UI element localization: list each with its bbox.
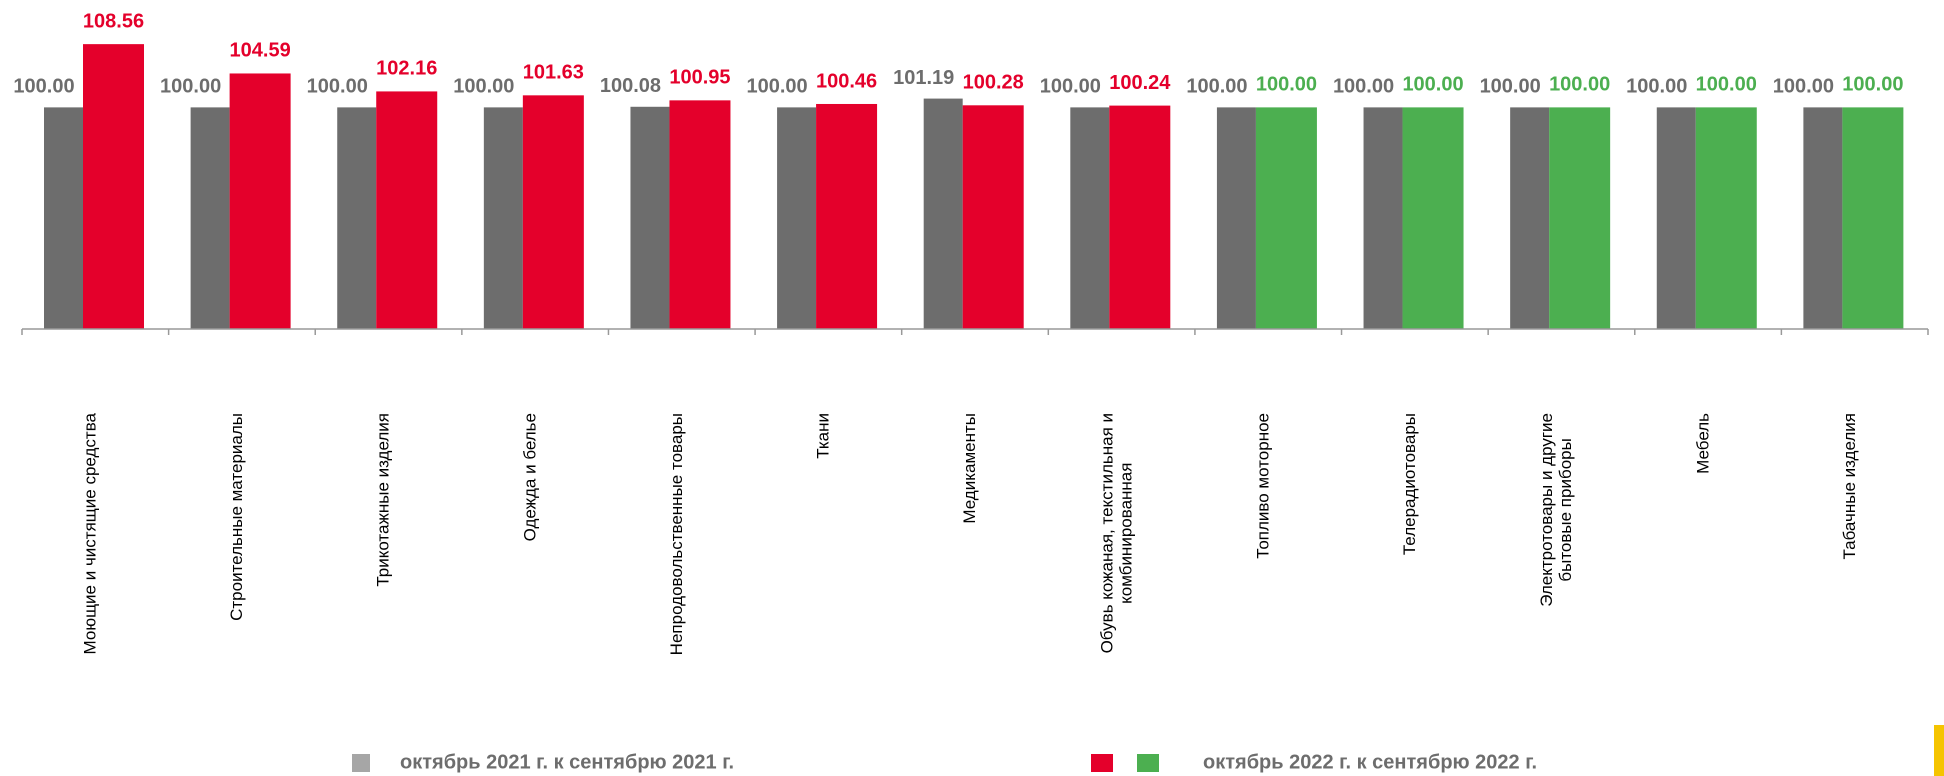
value-label: 100.00 (1773, 76, 1834, 98)
category-label: Топливо моторное (1253, 413, 1272, 559)
category-label: Ткани (814, 413, 833, 459)
bar (44, 107, 83, 329)
value-label: 100.00 (1480, 76, 1541, 98)
bar (777, 107, 817, 329)
category-line: Электротовары и другие (1538, 413, 1557, 607)
legend-label: октябрь 2022 г. к сентябрю 2022 г. (1203, 751, 1537, 773)
category-label: Мебель (1693, 413, 1712, 474)
category-line: комбинированная (1117, 463, 1136, 604)
bar (1363, 107, 1403, 329)
value-label: 100.00 (1549, 74, 1610, 96)
value-label: 100.00 (1842, 74, 1903, 96)
legend-swatch (352, 754, 370, 772)
bar (1695, 107, 1757, 329)
value-label: 100.00 (13, 76, 74, 98)
bar (1255, 107, 1317, 329)
value-label: 100.00 (746, 76, 807, 98)
bar (229, 73, 291, 330)
category-label: Телерадиотовары (1400, 413, 1419, 555)
category-line: Обувь кожаная, текстильная и (1098, 413, 1117, 653)
category-label: Табачные изделия (1840, 413, 1859, 560)
bar (1803, 107, 1843, 329)
value-label: 100.00 (453, 76, 514, 98)
value-label: 100.00 (1256, 74, 1317, 96)
value-label: 100.00 (1626, 76, 1687, 98)
category-label: Трикотажные изделия (374, 413, 393, 587)
bar (1549, 107, 1611, 329)
category-label: Моющие и чистящие средства (80, 412, 99, 654)
category-label: Электротовары и другиебытовые приборы (1538, 413, 1576, 607)
value-label: 102.16 (376, 58, 437, 80)
value-label: 100.00 (1696, 74, 1757, 96)
category-label: Одежда и белье (520, 413, 539, 541)
bar (337, 107, 377, 329)
value-label: 100.00 (1333, 76, 1394, 98)
category-label: Строительные материалы (227, 413, 246, 621)
value-label: 100.95 (669, 67, 730, 89)
category-label: Медикаменты (960, 413, 979, 524)
bar (962, 105, 1024, 329)
bar (1109, 105, 1171, 330)
value-label: 100.00 (1402, 74, 1463, 96)
bar (483, 107, 523, 329)
decoration (1934, 725, 1944, 776)
value-label: 104.59 (230, 40, 291, 62)
value-label: 100.00 (1040, 76, 1101, 98)
bar (630, 106, 670, 329)
bar (1070, 107, 1110, 329)
value-label: 100.00 (1186, 76, 1247, 98)
bar (1402, 107, 1464, 329)
bar (923, 98, 963, 329)
value-label: 108.56 (83, 10, 144, 32)
legend-label: октябрь 2021 г. к сентябрю 2021 г. (400, 751, 734, 773)
value-label: 100.08 (600, 75, 661, 97)
category-label: Обувь кожаная, текстильная икомбинирован… (1098, 413, 1136, 653)
bar (669, 100, 731, 329)
bar (83, 44, 144, 329)
bar (1842, 107, 1904, 329)
value-label: 100.46 (816, 70, 877, 92)
value-label: 100.28 (963, 72, 1024, 94)
category-label: Непродовольственные товары (667, 413, 686, 655)
bar (522, 95, 584, 329)
bar (1216, 107, 1256, 329)
bar (1510, 107, 1550, 329)
bar (816, 103, 878, 330)
value-label: 101.63 (523, 62, 584, 84)
bar (376, 91, 438, 329)
value-label: 100.24 (1109, 72, 1171, 94)
legend-swatch (1137, 754, 1159, 772)
value-label: 100.00 (307, 76, 368, 98)
bar (1656, 107, 1696, 329)
legend-swatch (1091, 754, 1113, 772)
category-line: бытовые приборы (1557, 438, 1576, 581)
value-label: 101.19 (893, 67, 954, 89)
value-label: 100.00 (160, 76, 221, 98)
bar (190, 107, 230, 329)
